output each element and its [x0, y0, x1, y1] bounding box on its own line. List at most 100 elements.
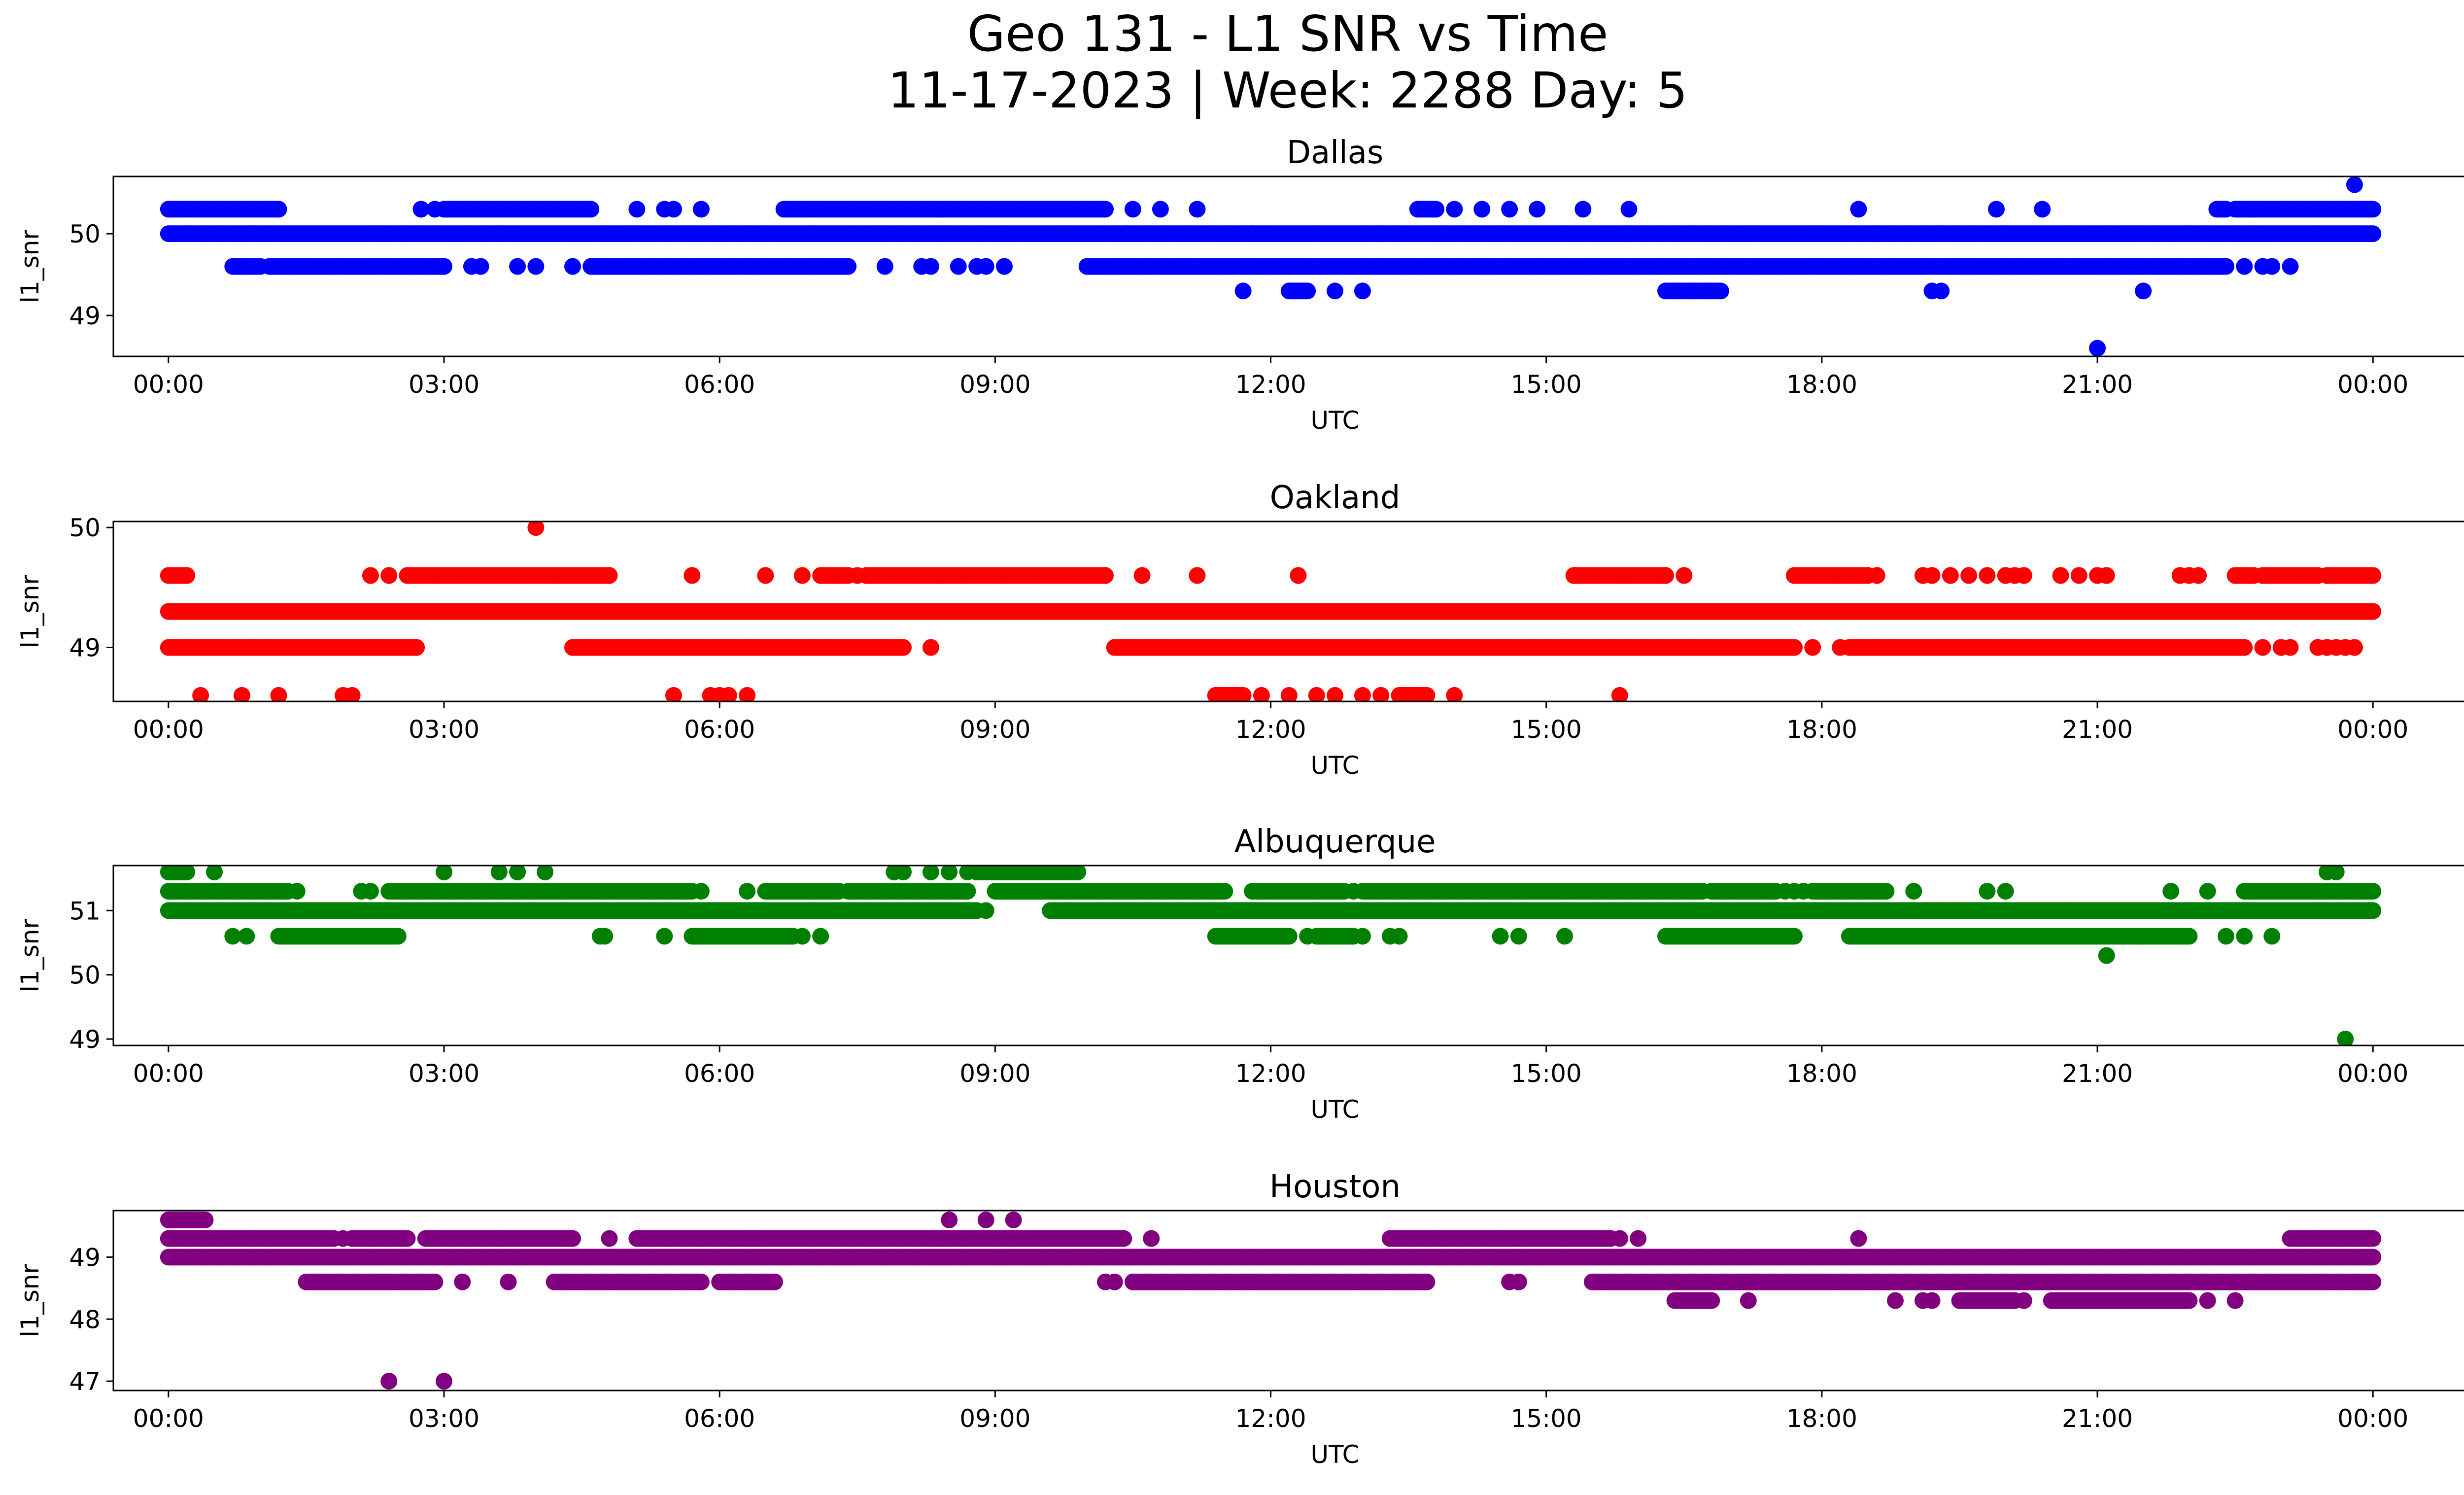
data-point — [426, 201, 444, 218]
data-point — [895, 639, 912, 656]
data-point — [1189, 567, 1206, 584]
data-point — [2052, 567, 2069, 584]
data-point — [1529, 201, 1546, 218]
data-point — [665, 201, 682, 218]
x-axis-label: UTC — [1310, 406, 1359, 435]
data-point — [601, 567, 618, 584]
data-point — [1327, 687, 1343, 701]
data-point — [2364, 567, 2382, 584]
data-point — [343, 687, 361, 701]
data-point — [2218, 258, 2234, 275]
data-point — [2034, 201, 2051, 218]
axes-frame — [112, 175, 2464, 357]
data-point — [1124, 201, 1141, 218]
data-point — [1253, 687, 1270, 701]
data-point — [2015, 567, 2032, 584]
data-point — [2098, 567, 2115, 584]
scatter-series — [160, 522, 2382, 701]
data-point — [412, 201, 430, 218]
data-point — [270, 201, 287, 218]
data-point — [1960, 567, 1978, 584]
data-point — [380, 567, 398, 584]
data-point — [1923, 567, 1941, 584]
data-point — [1234, 282, 1252, 300]
data-point — [1280, 687, 1298, 701]
data-point — [2135, 282, 2152, 300]
data-point — [2364, 225, 2382, 243]
y-tick-label: 49 — [69, 634, 101, 662]
data-point — [178, 567, 196, 584]
data-point — [509, 258, 526, 275]
data-point — [408, 639, 425, 656]
data-point — [757, 567, 774, 584]
x-tick-label: 15:00 — [1511, 370, 1582, 399]
data-point — [876, 258, 893, 275]
data-point — [1988, 201, 2005, 218]
data-point — [1933, 282, 1950, 300]
data-point — [1299, 282, 1316, 300]
data-point — [2236, 639, 2253, 656]
x-tick-label: 06:00 — [684, 715, 755, 744]
data-point — [1473, 201, 1491, 218]
data-point — [1418, 687, 1436, 701]
data-point — [950, 258, 967, 275]
data-point — [2263, 258, 2281, 275]
data-point — [2254, 639, 2271, 656]
x-tick-label: 03:00 — [409, 715, 479, 744]
data-point — [1979, 567, 1996, 584]
data-point — [2282, 639, 2299, 656]
data-point — [849, 567, 866, 584]
data-point — [1354, 687, 1371, 701]
x-tick-label: 03:00 — [409, 370, 479, 399]
data-point — [793, 567, 811, 584]
x-axis-label: UTC — [1310, 751, 1359, 780]
data-point — [1308, 687, 1325, 701]
data-point — [1786, 639, 1803, 656]
data-point — [2364, 201, 2382, 218]
data-point — [1234, 687, 1252, 701]
data-point — [977, 258, 994, 275]
x-tick-label: 18:00 — [1786, 715, 1857, 744]
data-point — [1676, 567, 1693, 584]
data-point — [2346, 176, 2363, 193]
subplot-title: Oakland — [1270, 480, 1401, 516]
data-point — [1372, 687, 1390, 701]
y-tick-label: 50 — [69, 220, 101, 248]
data-point — [2282, 258, 2299, 275]
data-point — [2346, 639, 2363, 656]
data-point — [362, 567, 379, 584]
x-tick-label: 21:00 — [2062, 715, 2133, 744]
figure-title-line2: 11-17-2023 | Week: 2288 Day: 5 — [888, 62, 1687, 119]
data-point — [1712, 282, 1729, 300]
subplot-title: Albuquerque — [1234, 824, 1436, 860]
data-point — [1133, 567, 1151, 584]
data-point — [2070, 567, 2088, 584]
data-point — [472, 258, 489, 275]
data-point — [1446, 687, 1463, 701]
x-tick-label: 06:00 — [684, 370, 755, 399]
subplot-title: Dallas — [1287, 135, 1384, 171]
data-point — [1327, 282, 1343, 300]
data-point — [1152, 201, 1169, 218]
data-point — [1097, 201, 1114, 218]
data-point — [692, 201, 710, 218]
data-point — [1428, 201, 1444, 218]
data-point — [922, 258, 939, 275]
data-point — [527, 258, 545, 275]
data-point — [1804, 639, 1821, 656]
data-point — [436, 258, 452, 275]
data-point — [1620, 201, 1638, 218]
axes-frame — [112, 521, 2464, 702]
data-point — [527, 522, 545, 536]
data-point — [582, 201, 600, 218]
data-point — [1657, 567, 1674, 584]
data-point — [1290, 567, 1307, 584]
x-tick-label: 09:00 — [959, 715, 1030, 744]
data-point — [233, 687, 250, 701]
data-point — [1354, 282, 1371, 300]
y-axis-label: l1_snr — [16, 575, 44, 648]
